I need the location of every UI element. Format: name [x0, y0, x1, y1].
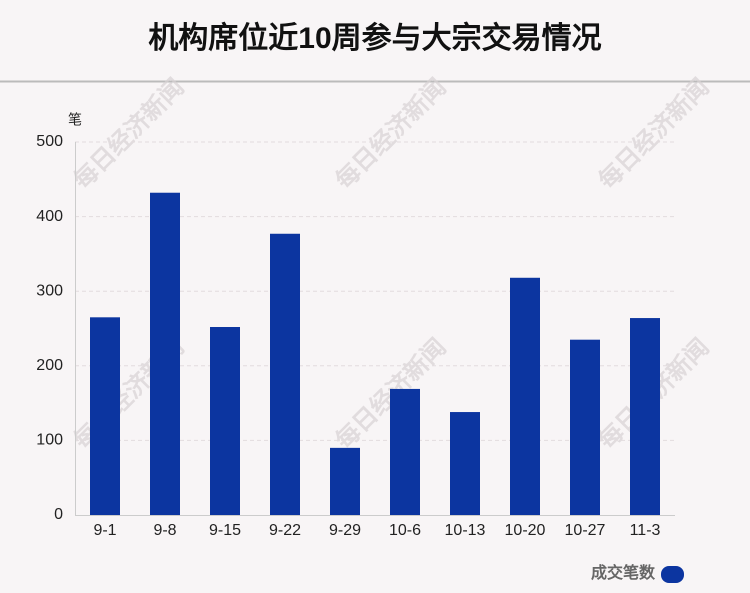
bar: [390, 388, 420, 515]
bar: [450, 412, 480, 515]
y-axis-label: 笔: [68, 112, 82, 128]
x-tick-label: 11-3: [630, 522, 661, 539]
y-tick-label: 400: [36, 208, 63, 225]
bar: [630, 318, 660, 515]
x-tick-label: 9-1: [93, 522, 116, 539]
legend-swatch: [661, 566, 684, 583]
y-tick-label: 200: [36, 357, 63, 374]
bar: [150, 192, 180, 515]
x-tick-label: 10-6: [389, 522, 421, 539]
y-tick-label: 100: [36, 432, 63, 449]
y-tick-label: 300: [36, 282, 63, 299]
x-tick-label: 9-15: [209, 522, 241, 539]
bar: [330, 447, 360, 515]
x-tick-label: 9-8: [153, 522, 176, 539]
bar: [270, 233, 300, 515]
y-tick-label: 0: [54, 506, 63, 523]
x-tick-label: 9-22: [269, 522, 301, 539]
legend-label: 成交笔数: [591, 563, 656, 582]
x-tick-label: 10-13: [445, 522, 486, 539]
x-tick-label: 10-27: [565, 522, 606, 539]
bar: [570, 339, 600, 515]
chart-title: 机构席位近10周参与大宗交易情况: [148, 21, 601, 55]
x-tick-label: 10-20: [505, 522, 546, 539]
bar: [90, 317, 120, 515]
y-tick-label: 500: [36, 133, 63, 150]
bar: [210, 327, 240, 515]
x-tick-label: 9-29: [329, 522, 361, 539]
bar: [510, 277, 540, 515]
